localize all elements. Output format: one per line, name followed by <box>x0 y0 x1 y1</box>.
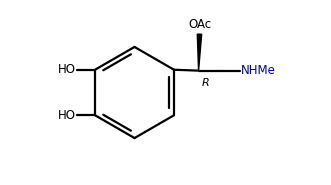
Text: OAc: OAc <box>188 18 211 31</box>
Text: HO: HO <box>58 63 76 76</box>
Text: HO: HO <box>58 109 76 122</box>
Text: NHMe: NHMe <box>241 64 275 77</box>
Text: R: R <box>202 78 210 88</box>
Polygon shape <box>197 34 202 71</box>
